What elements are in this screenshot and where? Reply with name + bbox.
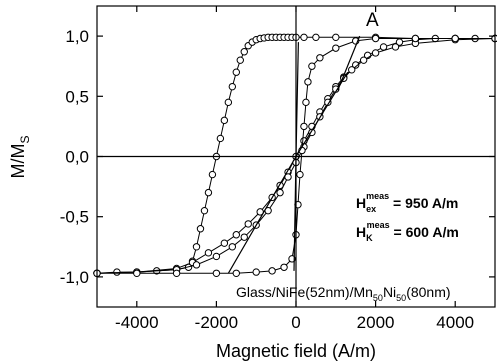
sample-end: (80nm) (406, 284, 450, 300)
series-3-point (304, 78, 312, 86)
x-tick-label: -2000 (195, 313, 238, 332)
series-1-point (352, 61, 360, 69)
series-0-point (312, 33, 320, 42)
x-axis-label: Magnetic field (A/m) (216, 341, 376, 361)
series-1-point (204, 249, 213, 257)
series-3-point (232, 269, 241, 277)
series-3-point (451, 34, 459, 43)
series-3-point (411, 34, 420, 43)
ticks-layer: -4000 -2000 0 2000 4000 1,0 0,5 0,0 -0,5 -1,0 (60, 6, 495, 332)
y-axis-label: M/MS (8, 135, 32, 178)
x-tick-label: 0 (291, 313, 300, 332)
plot-layer (93, 33, 497, 277)
series-0-point (228, 82, 237, 91)
series-1-point (379, 43, 388, 51)
series-3-point (308, 62, 316, 70)
sample-label: Glass/NiFe(52nm)/Mn50Ni50(80nm) (236, 284, 451, 303)
sample-part1: Glass/NiFe(52nm)/Mn (236, 284, 373, 300)
series-0-point (216, 134, 225, 143)
series-0-point (236, 56, 244, 64)
x-tick-label: 2000 (357, 313, 395, 332)
y-tick-label: 1,0 (65, 27, 89, 46)
series-2-point (240, 233, 248, 241)
series-2-point (359, 56, 368, 64)
series-3-point (316, 54, 324, 62)
series-1-point (244, 220, 252, 228)
y-axis-label-main: M/M (8, 144, 28, 179)
hex-sup: meas (366, 191, 389, 201)
series-2-point (348, 66, 356, 74)
series-0-point (220, 116, 229, 125)
y-tick-label: 0,0 (65, 148, 89, 167)
series-2-point (228, 243, 237, 251)
series-0-point (204, 188, 213, 197)
series-0-point (240, 48, 248, 56)
series-2-point (192, 261, 201, 269)
series-3-point (296, 170, 304, 179)
series-3-point (172, 269, 181, 277)
hex-value: = 950 A/m (389, 195, 458, 211)
series-0-point (200, 206, 209, 215)
hex-sub: ex (366, 204, 376, 214)
y-tick-label: 0,5 (65, 87, 89, 106)
sample-sub2: 50 (396, 293, 406, 303)
series-3-point (252, 268, 260, 276)
series-0-point (113, 268, 121, 276)
hk-h: H (356, 224, 366, 240)
fit-line-2 (337, 35, 361, 91)
x-tick-label: 4000 (436, 313, 474, 332)
y-axis-label-sub: S (18, 135, 32, 143)
sample-sub1: 50 (373, 293, 383, 303)
series-2-point (371, 49, 380, 57)
series-1-point (220, 239, 229, 247)
y-tick-label: -0,5 (60, 208, 89, 227)
series-1-point (232, 231, 241, 239)
series-2-point (284, 173, 292, 181)
series-3-point (212, 269, 221, 277)
series-2-point (212, 252, 221, 261)
x-tick-label: -4000 (115, 313, 158, 332)
series-3-point (133, 269, 141, 277)
sample-mid: Ni (383, 284, 396, 300)
series-3-point (268, 267, 276, 275)
series-0-point (192, 243, 201, 251)
series-3-point (280, 263, 288, 271)
series-3-point (300, 122, 308, 131)
series-0-point (224, 98, 233, 107)
series-3-point (371, 34, 380, 43)
series-3-point (332, 44, 340, 52)
hex-h: H (356, 195, 366, 211)
series-2-point (276, 188, 284, 197)
series-1-line (96, 38, 495, 274)
corner-letter-label: A (366, 10, 379, 31)
series-0-point (196, 225, 205, 233)
series-0-point (300, 33, 308, 42)
series-0-point (332, 33, 340, 42)
hex-annotation: Hex meas = 950 A/m (356, 191, 458, 214)
hk-annotation: HKmeas = 600 A/m (356, 220, 459, 243)
series-0-point (232, 68, 241, 76)
hk-sup: meas (367, 220, 390, 230)
series-3-point (302, 98, 310, 107)
hk-sub: K (366, 233, 373, 243)
hk-value: = 600 A/m (390, 224, 459, 240)
series-0-point (208, 170, 217, 179)
series-2-point (391, 43, 400, 51)
y-tick-label: -1,0 (60, 268, 89, 287)
